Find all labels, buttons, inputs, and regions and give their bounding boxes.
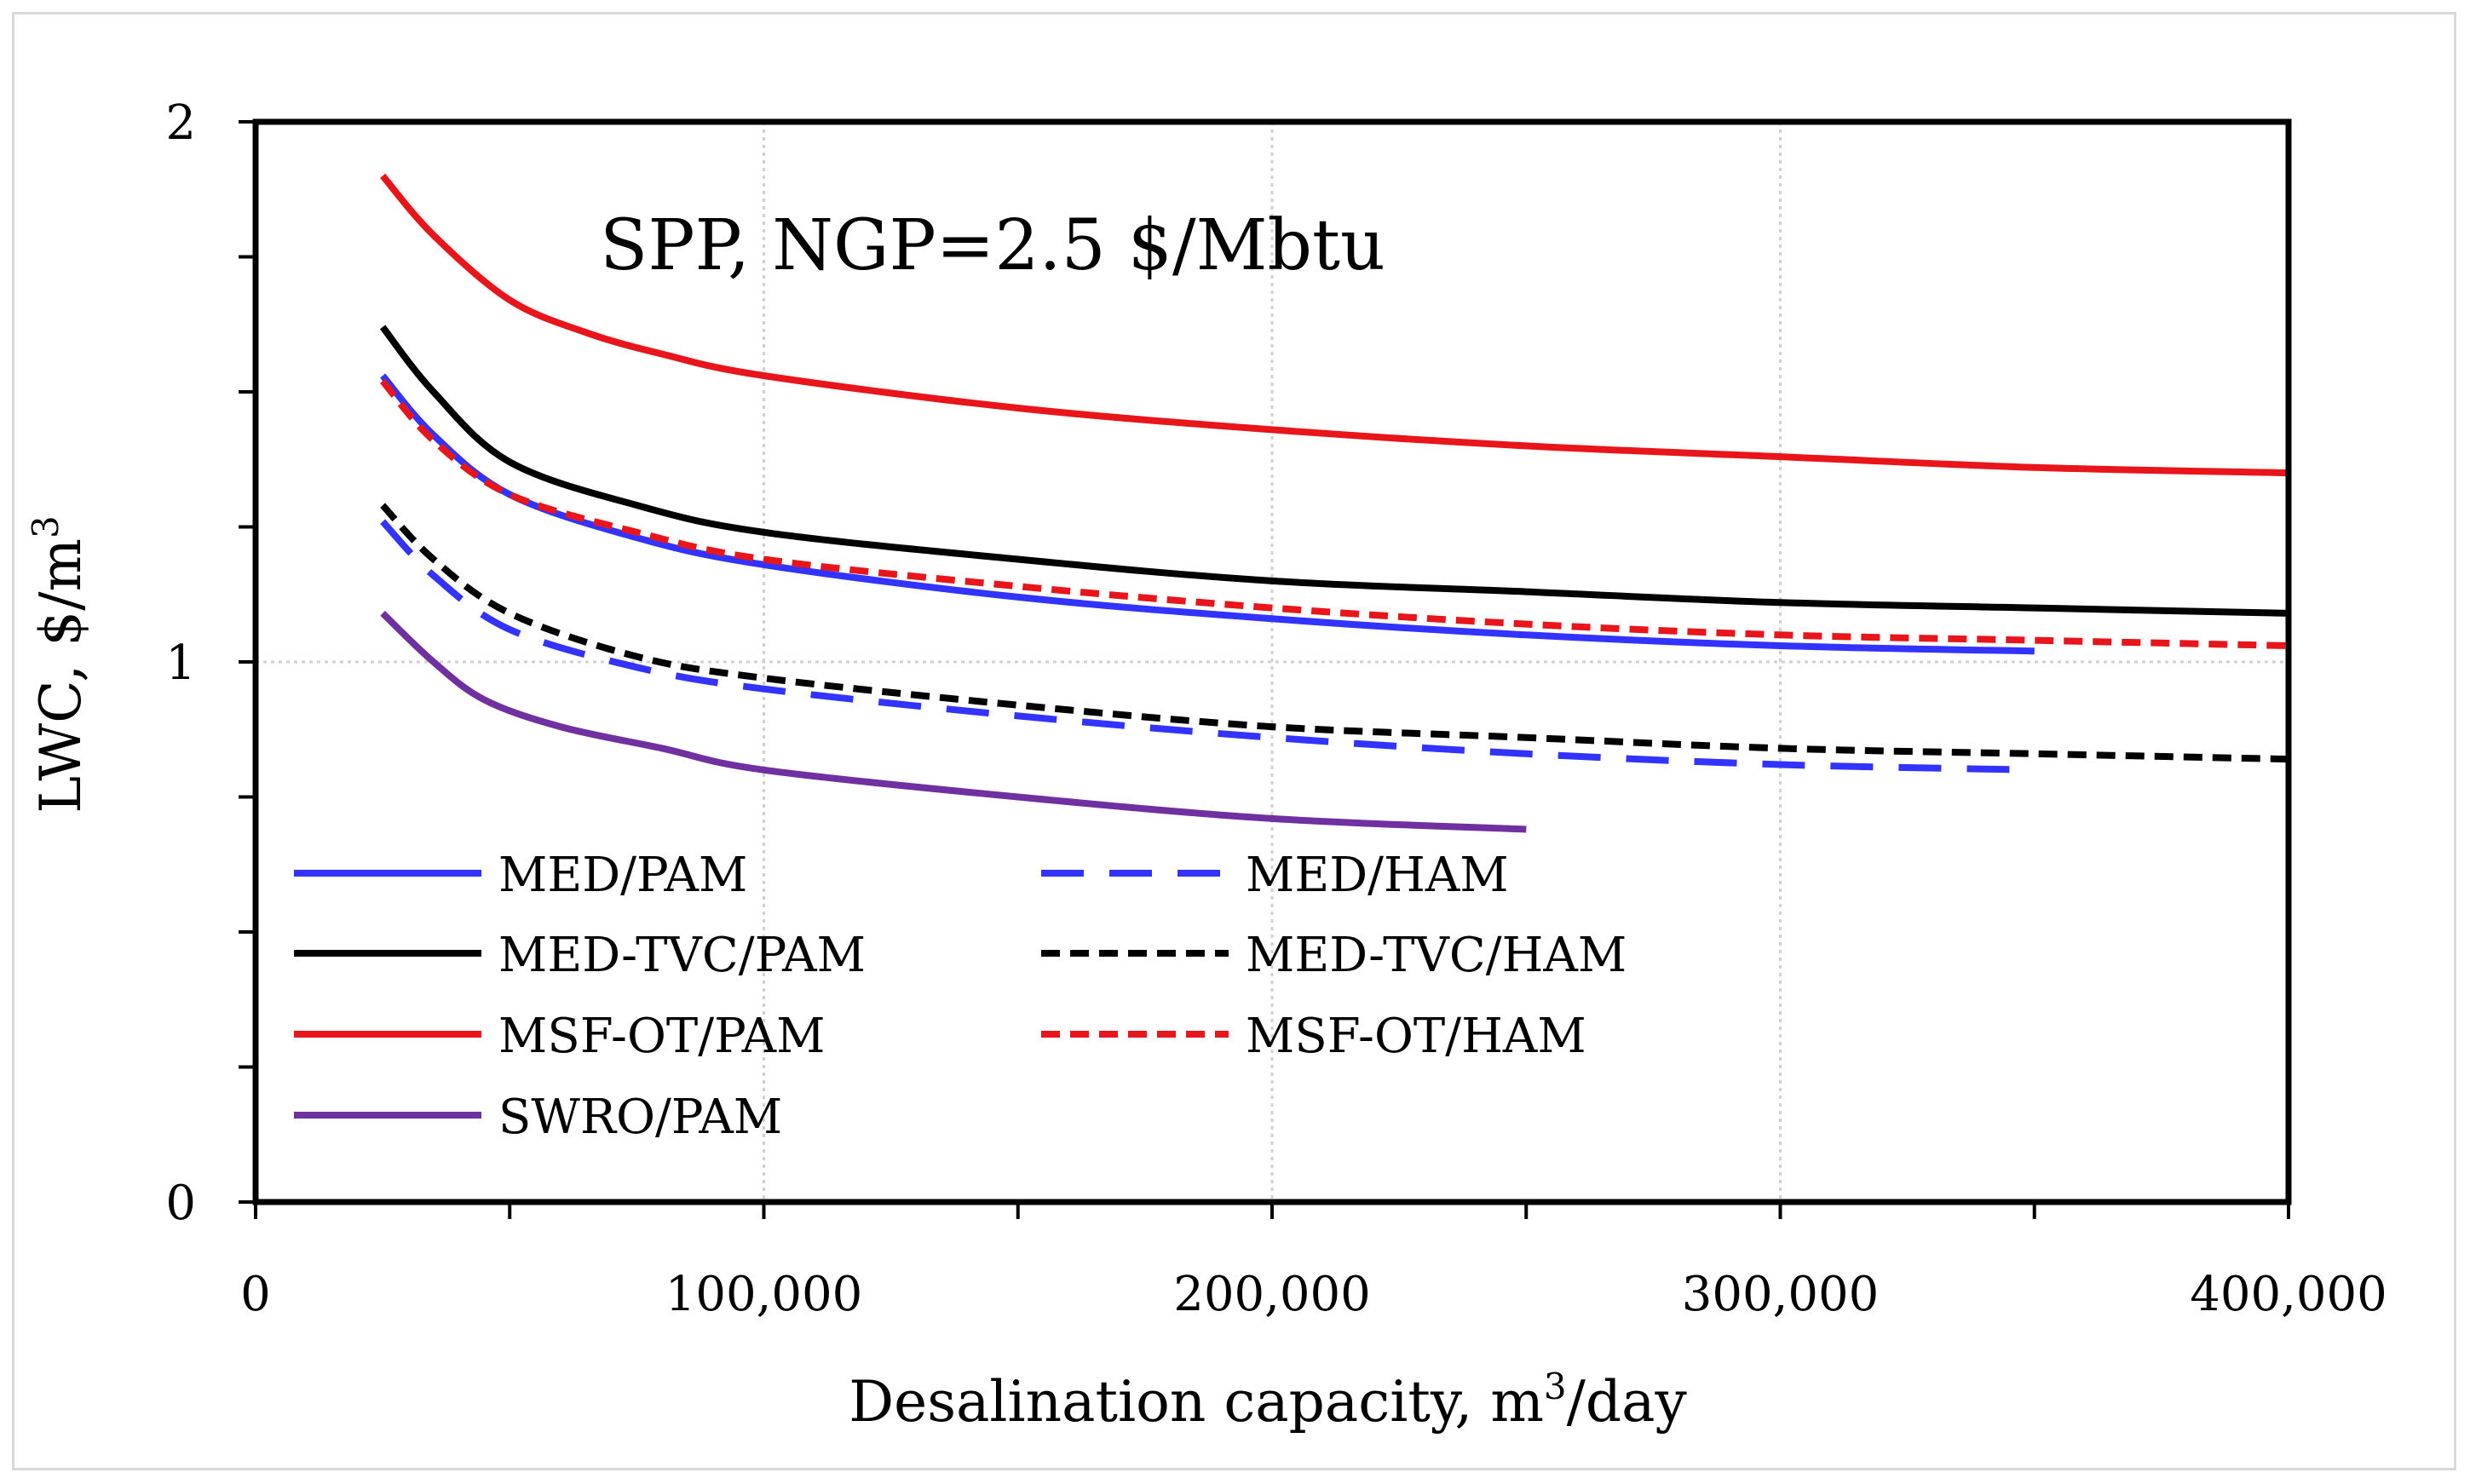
series-line-msf-ot-ham — [380, 378, 2289, 649]
series-line-med-pam — [380, 373, 2035, 655]
x-axis-title-tail: /day — [1567, 1369, 1688, 1435]
x-tick-label-4: 400,000 — [2190, 1267, 2387, 1322]
gridlines — [256, 122, 2289, 1202]
series-line-swro-pam — [380, 611, 1527, 833]
legend-label-swro-pam: SWRO/PAM — [498, 1090, 782, 1145]
series-line-msf-ot-pam — [380, 173, 2289, 477]
y-tick-label-2: 2 — [165, 95, 196, 151]
x-axis-title: Desalination capacity, m3/day — [849, 1366, 1687, 1435]
x-tick-label-3: 300,000 — [1682, 1267, 1880, 1322]
legend-label-med-ham: MED/HAM — [1246, 848, 1509, 903]
tick-labels: 0 100,000 200,000 300,000 400,000 0 1 2 — [165, 95, 2387, 1322]
y-tick-label-1: 1 — [165, 636, 196, 691]
x-tick-label-0: 0 — [240, 1267, 271, 1322]
figure-frame — [12, 12, 2456, 1470]
y-axis-title-sup: 3 — [25, 515, 66, 538]
x-tick-label-2: 200,000 — [1173, 1267, 1371, 1322]
legend-label-med-tvc-ham: MED-TVC/HAM — [1246, 928, 1627, 983]
x-tick-label-1: 100,000 — [665, 1267, 863, 1322]
chart-title: SPP, NGP=2.5 $/Mbtu — [600, 205, 1385, 286]
series-line-med-tvc-ham — [380, 503, 2289, 763]
y-tick-label-0: 0 — [165, 1176, 196, 1231]
legend-label-msf-ot-ham: MSF-OT/HAM — [1246, 1009, 1586, 1064]
x-axis-title-main: Desalination capacity, m — [849, 1369, 1544, 1435]
x-axis-title-sup: 3 — [1544, 1366, 1567, 1407]
series-lines — [379, 173, 2289, 833]
series-line-med-ham — [380, 519, 2035, 774]
y-axis-title-main: LWC, $/m — [28, 538, 94, 814]
legend: MED/PAM MED/HAM MED-TVC/PAM MED-TVC/HAM MSF-… — [294, 848, 1627, 1145]
legend-label-med-tvc-pam: MED-TVC/PAM — [498, 928, 866, 983]
legend-label-msf-ot-pam: MSF-OT/PAM — [498, 1009, 825, 1064]
series-line-med-tvc-pam — [379, 325, 2289, 617]
plot-area-border — [252, 118, 2292, 1205]
y-axis-title: LWC, $/m3 — [25, 515, 94, 814]
legend-label-med-pam: MED/PAM — [498, 848, 747, 903]
